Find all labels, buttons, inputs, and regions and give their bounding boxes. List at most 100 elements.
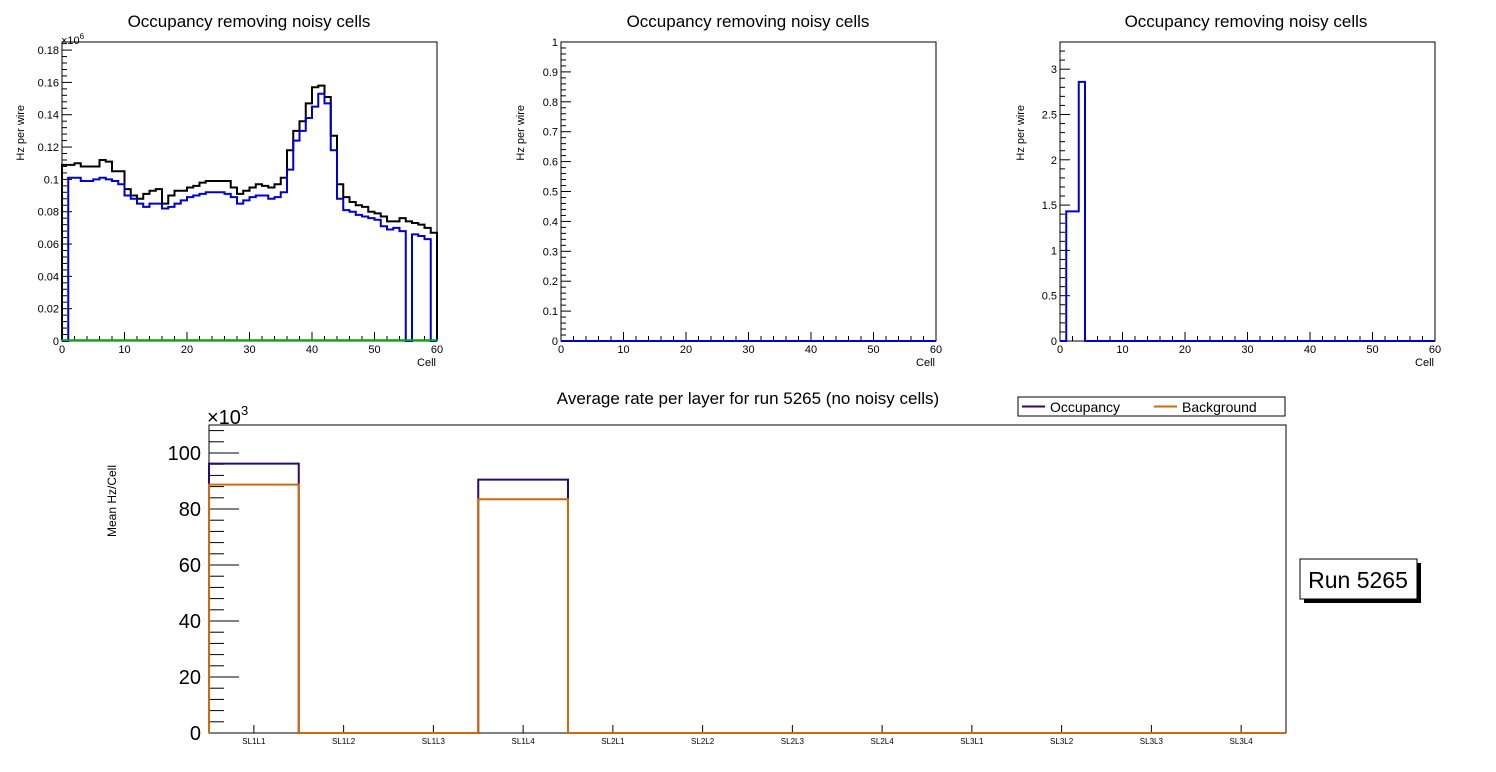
panel-1-series-occupancy-blue <box>62 92 437 342</box>
panel-1-xtick-label: 30 <box>243 344 255 356</box>
panel-1-ytick-label: 0.18 <box>38 45 59 57</box>
run-label-frame <box>1299 558 1418 600</box>
panel-3-xtick-label: 40 <box>1304 344 1316 356</box>
panel-2-ytick-label: 0.4 <box>543 216 558 228</box>
panel-3-xtick-label: 60 <box>1429 344 1441 356</box>
panel-2-xtick-label: 50 <box>867 344 879 356</box>
legend-background-label: Background <box>1182 399 1257 415</box>
panel-2-xtick-label: 30 <box>742 344 754 356</box>
panel-4-category-label: SL2L4 <box>871 737 895 746</box>
panel-2-ytick-label: 0.1 <box>543 306 558 318</box>
panel-3-title: Occupancy removing noisy cells <box>1125 12 1368 31</box>
panel-1-series-occupancy-black <box>61 84 438 341</box>
panel-2-xtick-label: 20 <box>680 344 692 356</box>
panel-4-exponent-power: 3 <box>241 403 248 418</box>
panel-4-ylabel: Mean Hz/Cell <box>105 465 119 537</box>
panel-1-exponent-power: 6 <box>80 32 85 41</box>
panel-4-category-label: SL3L2 <box>1050 737 1074 746</box>
panel-1-ytick-label: 0.02 <box>38 304 59 316</box>
panel-2-ytick-label: 0.5 <box>543 187 558 199</box>
panel-3-ytick-label: 3 <box>1051 64 1057 76</box>
panel-1-xlabel: Cell <box>417 357 436 369</box>
panel-1-xtick-label: 50 <box>368 344 380 356</box>
panel-1-xtick-label: 20 <box>181 344 193 356</box>
panel-3-ytick-label: 2 <box>1051 155 1057 167</box>
panel-1-xtick-label: 10 <box>118 344 130 356</box>
panel-4-category-label: SL3L1 <box>960 737 984 746</box>
panel-1-title: Occupancy removing noisy cells <box>128 12 371 31</box>
panel-2-xlabel: Cell <box>916 357 935 369</box>
panel-2-xtick-label: 0 <box>558 344 564 356</box>
panel-4-ytick-label: 80 <box>179 499 201 521</box>
panel-2-title: Occupancy removing noisy cells <box>627 12 870 31</box>
panel-3-xlabel: Cell <box>1415 357 1434 369</box>
panel-4-ytick-label: 20 <box>179 667 201 689</box>
panel-3-xtick-label: 10 <box>1116 344 1128 356</box>
panel-3-ytick-label: 1 <box>1051 245 1057 257</box>
panel-2-ytick-label: 1 <box>552 37 558 49</box>
panel-4-ytick-label: 0 <box>190 723 201 745</box>
panel-3-ytick-label: 0 <box>1051 336 1057 348</box>
panel-4-series-background <box>208 483 1286 734</box>
panel-4-category-label: SL1L4 <box>512 737 536 746</box>
panel-1-xtick-label: 60 <box>431 344 443 356</box>
legend: Occupancy Background <box>1017 396 1286 417</box>
panel-3-ytick-label: 1.5 <box>1042 200 1057 212</box>
legend-box <box>1017 396 1286 417</box>
panel-1-xtick-label: 0 <box>59 344 65 356</box>
run-label-box: Run 5265 <box>1299 558 1421 603</box>
panel-3-xtick-label: 20 <box>1179 344 1191 356</box>
panel-4-exponent: ×103 <box>207 403 248 429</box>
panel-4-average-rate: Average rate per layer for run 5265 (no … <box>105 389 1421 746</box>
panel-4-category-label: SL3L3 <box>1140 737 1164 746</box>
panel-4-ytick-label: 100 <box>168 443 201 465</box>
panel-2-xtick-label: 10 <box>617 344 629 356</box>
panel-1-ytick-label: 0 <box>53 336 59 348</box>
panel-4-exponent-base: ×10 <box>207 407 241 429</box>
panel-1-ytick-label: 0.16 <box>38 77 59 89</box>
panel-1-series-background-green <box>61 339 438 342</box>
panel-4-category-label: SL3L4 <box>1230 737 1254 746</box>
panel-3-xtick-label: 50 <box>1366 344 1378 356</box>
panel-3-occupancy: Occupancy removing noisy cells Hz per wi… <box>1015 12 1441 369</box>
panel-2-ytick-label: 0.6 <box>543 157 558 169</box>
panel-4-category-label: SL1L1 <box>242 737 266 746</box>
panel-4-category-label: SL1L3 <box>422 737 446 746</box>
panel-1-occupancy: Occupancy removing noisy cells Hz per wi… <box>15 12 443 369</box>
panel-2-ytick-label: 0.8 <box>543 97 558 109</box>
panel-2-xtick-label: 60 <box>930 344 942 356</box>
panel-4-title: Average rate per layer for run 5265 (no … <box>557 389 939 408</box>
panel-3-ytick-label: 0.5 <box>1042 291 1057 303</box>
panel-4-category-label: SL2L1 <box>601 737 625 746</box>
panel-3-ylabel: Hz per wire <box>1015 105 1027 161</box>
panel-1-ytick-label: 0.04 <box>38 271 59 283</box>
panel-3-series-occupancy-blue <box>1060 80 1435 342</box>
panel-4-category-label: SL2L3 <box>781 737 805 746</box>
panel-1-ytick-label: 0.08 <box>38 207 59 219</box>
panel-2-ytick-label: 0 <box>552 336 558 348</box>
panel-3-xtick-label: 30 <box>1241 344 1253 356</box>
panel-1-exponent-base: ×10 <box>61 35 80 47</box>
panel-4-ytick-label: 40 <box>179 611 201 633</box>
panel-2-xtick-label: 40 <box>805 344 817 356</box>
panel-1-ytick-label: 0.12 <box>38 142 59 154</box>
panel-2-ytick-label: 0.2 <box>543 276 558 288</box>
panel-3-xtick-label: 0 <box>1057 344 1063 356</box>
panel-2-ytick-label: 0.9 <box>543 67 558 79</box>
panel-1-ylabel: Hz per wire <box>15 105 27 161</box>
panel-1-xtick-label: 40 <box>306 344 318 356</box>
run-label-text: Run 5265 <box>1308 567 1408 593</box>
panel-1-ytick-label: 0.14 <box>38 110 59 122</box>
panel-2-ylabel: Hz per wire <box>515 105 527 161</box>
panel-1-ytick-label: 0.06 <box>38 239 59 251</box>
panel-4-category-label: SL2L2 <box>691 737 715 746</box>
panel-3-ytick-label: 2.5 <box>1042 109 1057 121</box>
panel-2-ytick-label: 0.3 <box>543 246 558 258</box>
panel-4-ytick-label: 60 <box>179 555 201 577</box>
legend-occupancy-label: Occupancy <box>1050 399 1120 415</box>
panel-2-occupancy: Occupancy removing noisy cells Hz per wi… <box>515 12 942 369</box>
panel-1-ytick-label: 0.1 <box>44 174 59 186</box>
panel-4-category-label: SL1L2 <box>332 737 356 746</box>
